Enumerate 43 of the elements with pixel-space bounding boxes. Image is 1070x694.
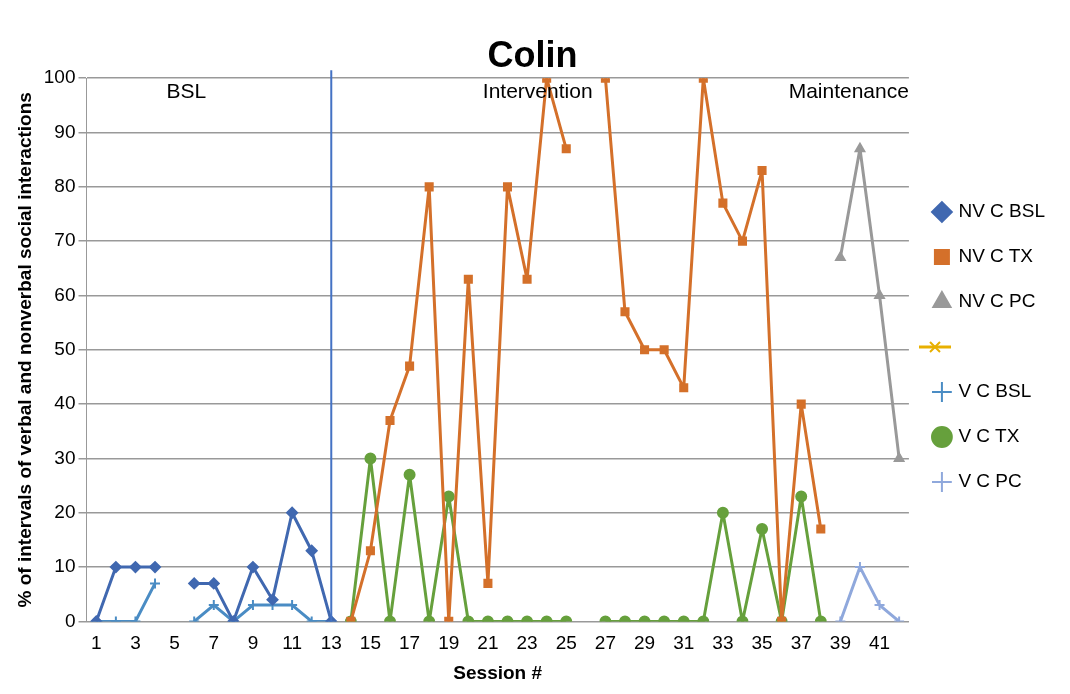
- y-tick-label: 80: [54, 175, 76, 197]
- x-tick-label: 37: [790, 632, 812, 654]
- annotation: BSL: [166, 79, 207, 102]
- x-tick-label: 15: [359, 632, 381, 654]
- chart-title: Colin: [487, 33, 578, 75]
- legend-label: V C BSL: [958, 380, 1032, 402]
- y-tick-label: 50: [54, 338, 76, 360]
- x-tick-label: 11: [282, 632, 302, 654]
- x-tick-label: 29: [634, 632, 656, 654]
- y-tick-label: 100: [43, 66, 76, 88]
- y-tick-label: 0: [64, 609, 76, 631]
- x-tick-label: 35: [751, 632, 773, 654]
- x-tick-label: 27: [594, 632, 616, 654]
- x-tick-label: 21: [477, 632, 499, 654]
- x-tick-label: 39: [829, 632, 851, 654]
- x-tick-label: 13: [320, 632, 342, 654]
- x-tick-label: 33: [712, 632, 734, 654]
- x-tick-label: 1: [91, 632, 102, 654]
- x-tick-label: 5: [169, 632, 180, 654]
- legend-label: NV C TX: [958, 245, 1034, 267]
- y-tick-label: 90: [54, 120, 76, 142]
- x-axis-title: Session #: [453, 661, 543, 683]
- legend-label: NV C BSL: [958, 200, 1046, 222]
- x-tick-label: 41: [868, 632, 891, 654]
- y-tick-label: 60: [54, 283, 76, 305]
- legend-label: NV C PC: [958, 290, 1036, 312]
- y-axis-title: % of intervals of verbal and nonverbal social interactions: [13, 92, 35, 608]
- x-tick-label: 17: [399, 632, 421, 654]
- x-tick-label: 19: [438, 632, 460, 654]
- y-tick-label: 70: [54, 229, 76, 251]
- x-tick-label: 23: [516, 632, 538, 654]
- y-tick-label: 20: [54, 500, 76, 522]
- annotation: Maintenance: [788, 79, 909, 102]
- x-tick-label: 3: [130, 632, 141, 654]
- x-tick-label: 25: [555, 632, 577, 654]
- x-tick-label: 7: [208, 632, 220, 654]
- y-tick-label: 10: [54, 555, 76, 577]
- y-tick-label: 30: [54, 446, 76, 468]
- legend-label: V C PC: [958, 470, 1022, 492]
- legend-label: V C TX: [958, 425, 1020, 447]
- x-tick-label: 31: [673, 632, 695, 654]
- y-tick-label: 40: [54, 392, 76, 414]
- x-tick-label: 9: [247, 632, 259, 654]
